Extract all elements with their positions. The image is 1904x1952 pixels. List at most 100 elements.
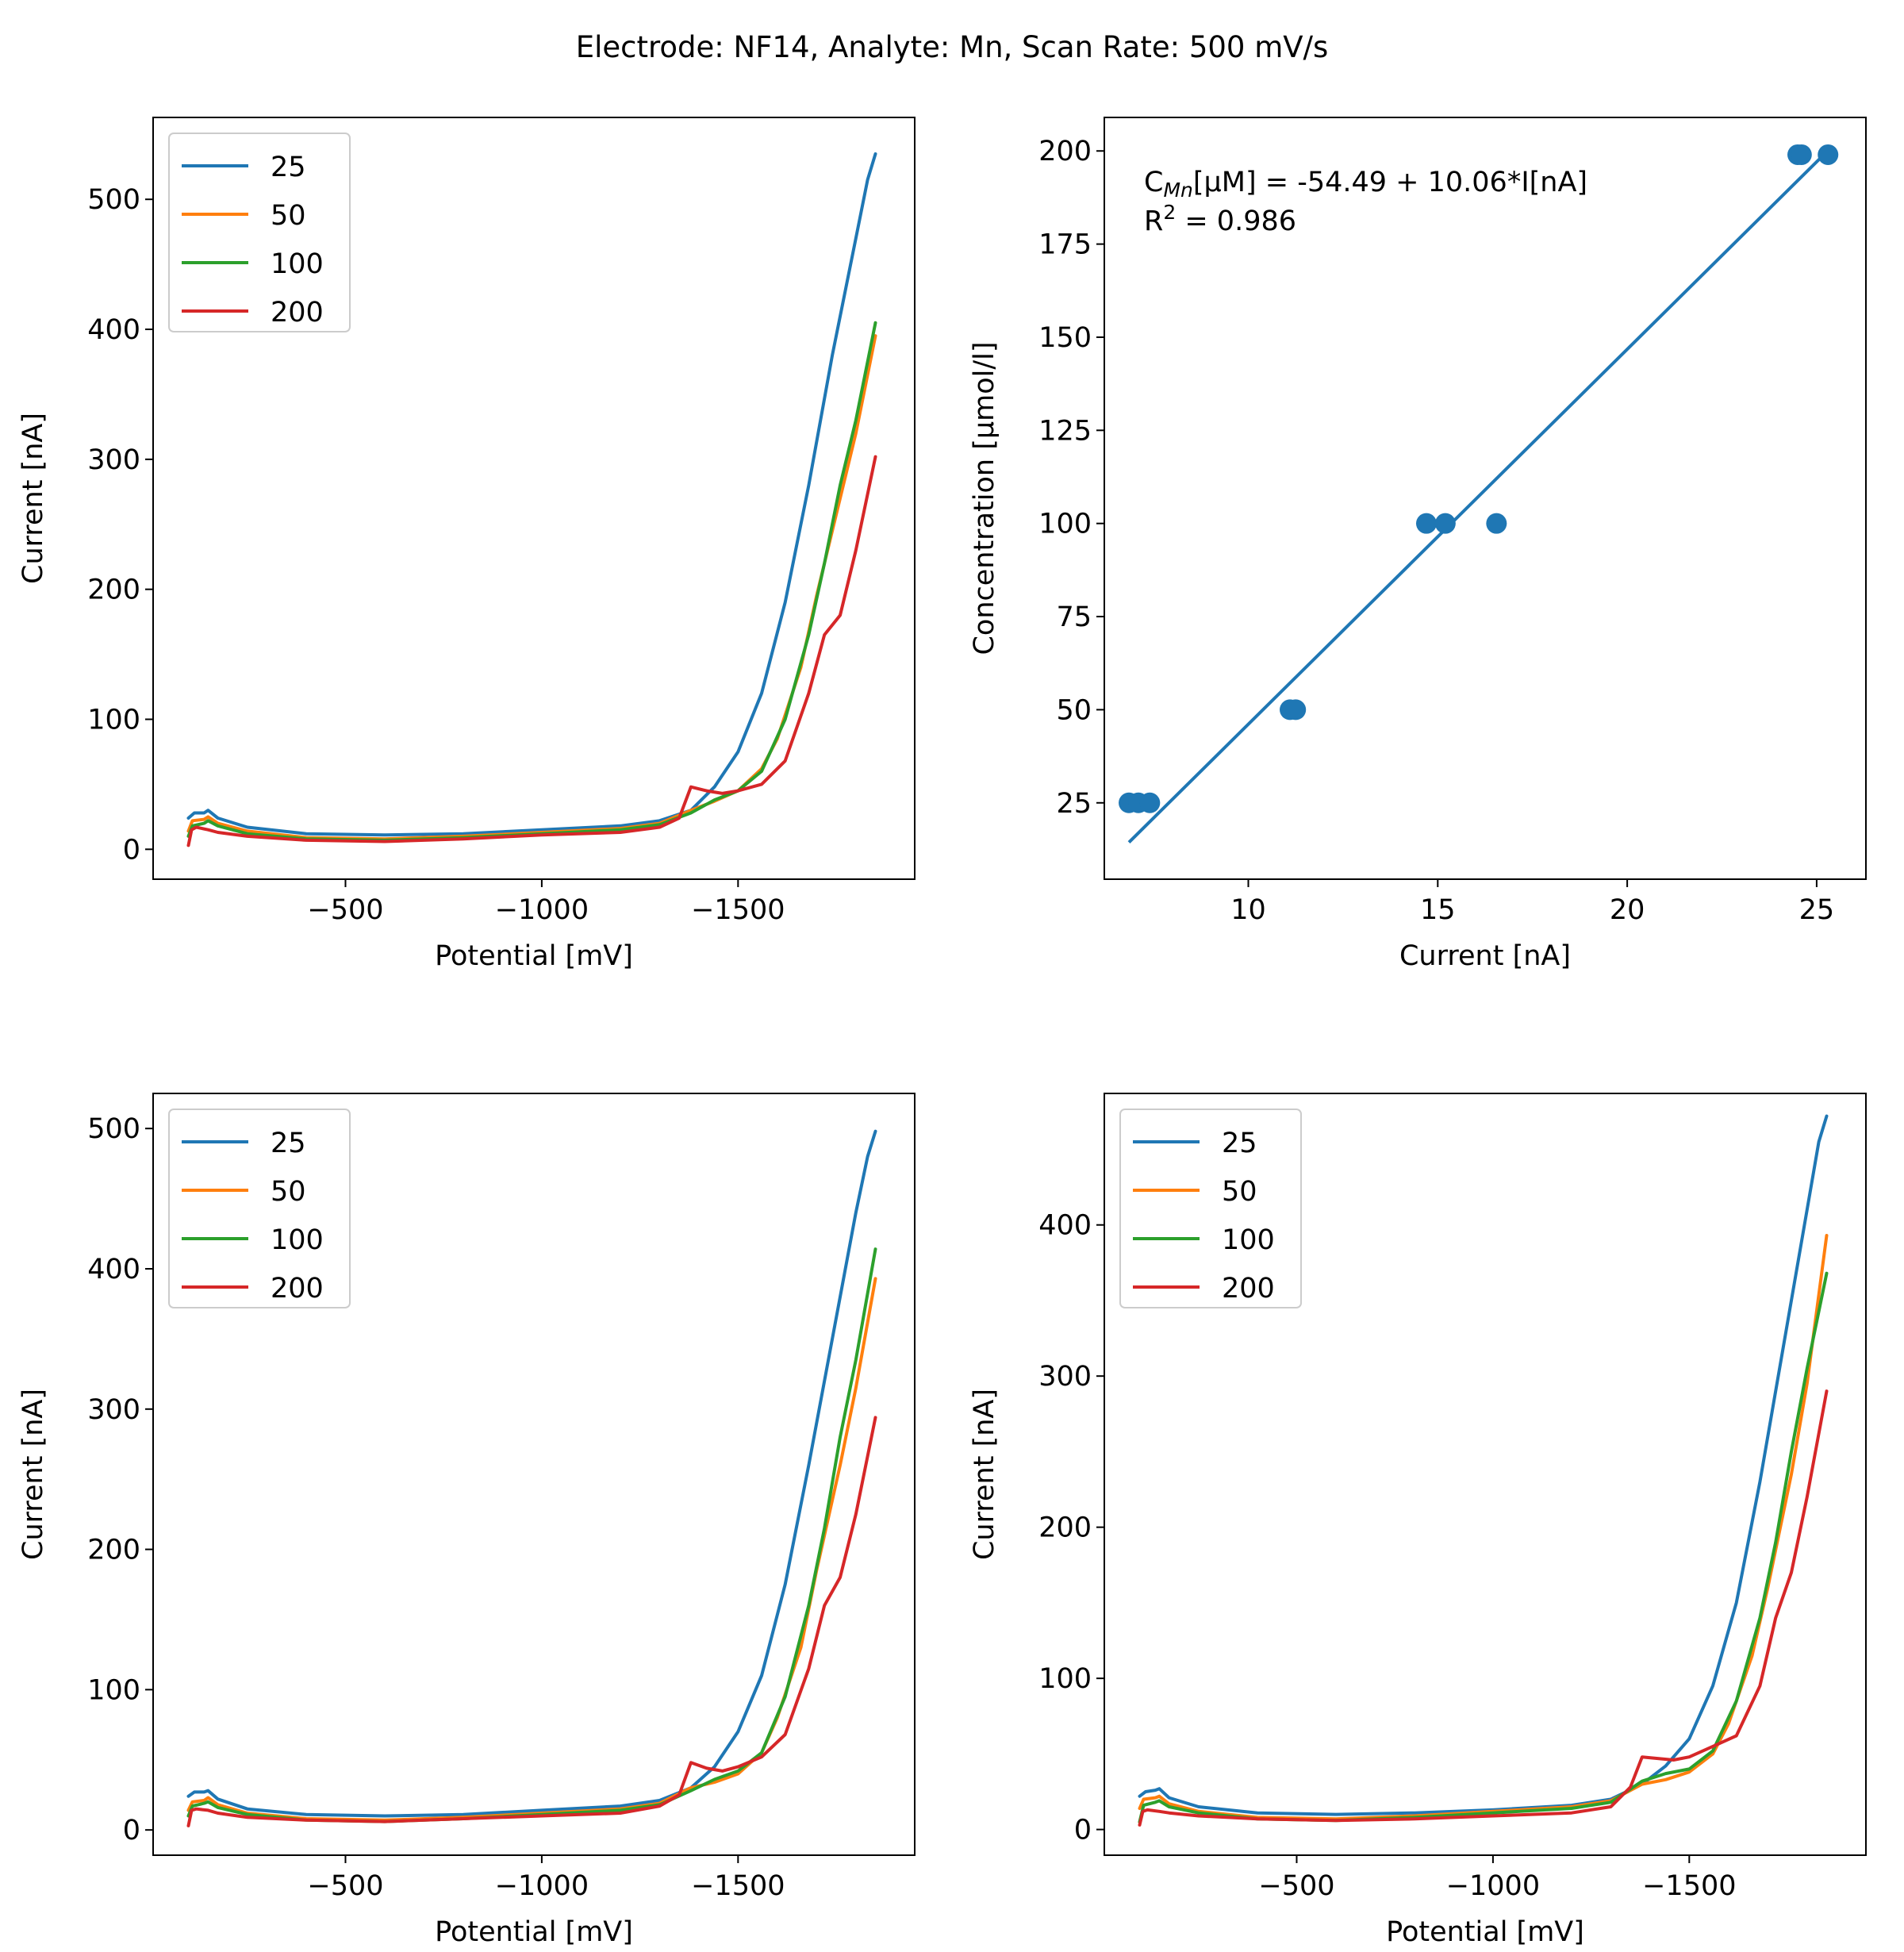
legend-label-25: 25 <box>271 1128 306 1159</box>
y-axis-label: Concentration [μmol/l] <box>969 341 1000 655</box>
y-tick-label: 300 <box>87 1394 140 1426</box>
legend-label-50: 50 <box>271 200 306 232</box>
r2-superscript: 2 <box>1163 201 1176 224</box>
r2-value: = 0.986 <box>1176 206 1296 237</box>
plot-area <box>186 1129 877 1827</box>
fit-line <box>1127 153 1825 843</box>
x-tick-label: −1000 <box>495 1870 589 1902</box>
equation-c: C <box>1144 167 1163 198</box>
r2-r: R <box>1144 206 1163 237</box>
y-tick-label: 150 <box>1038 322 1092 354</box>
y-tick-label: 500 <box>87 1113 140 1145</box>
panel-bottom-left: −500 −1000 −1500 0 100 200 300 400 500 Potential … <box>17 1093 916 1948</box>
y-tick-label: 100 <box>1038 509 1092 540</box>
x-tick-label: −500 <box>1258 1870 1334 1902</box>
y-tick-label: 0 <box>123 834 140 866</box>
plot-area <box>186 152 877 847</box>
series-line-200 <box>186 455 877 847</box>
equation-subscript: Mn <box>1163 179 1192 202</box>
x-tick-label: −1500 <box>691 1870 785 1902</box>
y-tick-label: 100 <box>1038 1663 1092 1695</box>
equation-annotation: CMn[μM] = -54.49 + 10.06*I[nA] <box>1144 167 1587 202</box>
x-axis-label: Potential [mV] <box>435 1916 633 1948</box>
y-tick-label: 400 <box>87 1254 140 1285</box>
y-tick-label: 300 <box>87 444 140 476</box>
series-line-50 <box>186 334 877 841</box>
legend-label-100: 100 <box>271 248 324 280</box>
legend-label-200: 200 <box>271 297 324 329</box>
legend: 25 50 100 200 <box>168 133 351 332</box>
y-tick-label: 200 <box>87 1535 140 1566</box>
data-point <box>1818 144 1839 165</box>
legend: 25 50 100 200 <box>168 1109 351 1308</box>
panel-bottom-right: −500 −1000 −1500 0 100 200 300 400 Potential [mV… <box>969 1093 1867 1948</box>
legend-frame <box>1119 1109 1302 1308</box>
x-tick-label: −500 <box>307 894 383 926</box>
y-axis-label: Current [nA] <box>17 413 49 584</box>
x-tick-label: 25 <box>1799 894 1835 926</box>
axes-frame <box>152 117 916 880</box>
panel-top-right: 10 15 20 25 25 50 75 100 125 150 175 200 Current [nA… <box>969 117 1867 972</box>
series-line-100 <box>1138 1271 1829 1824</box>
legend-label-100: 100 <box>271 1224 324 1256</box>
y-tick-label: 0 <box>123 1815 140 1846</box>
x-tick-label: −500 <box>307 1870 383 1902</box>
x-tick-label: −1500 <box>691 894 785 926</box>
y-tick-label: 200 <box>87 574 140 606</box>
y-tick-label: 100 <box>87 704 140 736</box>
y-axis-label: Current [nA] <box>17 1389 49 1560</box>
plot-area <box>1119 144 1839 843</box>
data-point <box>1415 513 1437 534</box>
data-point <box>1285 699 1307 720</box>
y-tick-label: 75 <box>1056 601 1092 633</box>
y-tick-label: 400 <box>87 314 140 346</box>
x-tick-label: −1000 <box>495 894 589 926</box>
legend-frame <box>168 133 351 332</box>
series-line-200 <box>186 1416 877 1827</box>
y-tick-label: 50 <box>1056 694 1092 726</box>
legend-label-50: 50 <box>271 1176 306 1208</box>
axes-frame <box>1104 1093 1867 1856</box>
legend-frame <box>168 1109 351 1308</box>
series-line-25 <box>186 1129 877 1818</box>
legend-label-200: 200 <box>271 1273 324 1305</box>
panel-top-left: −500 −1000 −1500 0 100 200 300 400 500 Potential … <box>17 117 916 972</box>
y-tick-label: 200 <box>1038 1512 1092 1544</box>
series-line-100 <box>186 1247 877 1823</box>
x-tick-label: −1500 <box>1642 1870 1736 1902</box>
axes-frame <box>1104 117 1867 880</box>
figure-title: Electrode: NF14, Analyte: Mn, Scan Rate:… <box>575 30 1329 64</box>
y-tick-label: 300 <box>1038 1361 1092 1393</box>
x-axis-label: Potential [mV] <box>435 940 633 972</box>
series-line-50 <box>186 1277 877 1822</box>
series-line-100 <box>186 321 877 842</box>
x-axis-label: Current [nA] <box>1399 940 1571 972</box>
data-point <box>1434 513 1456 534</box>
plot-area <box>1138 1114 1829 1827</box>
y-tick-label: 500 <box>87 184 140 216</box>
equation-rest: [μM] = -54.49 + 10.06*I[nA] <box>1193 167 1587 198</box>
axes-frame <box>152 1093 916 1856</box>
series-line-200 <box>1138 1389 1829 1827</box>
legend-label-100: 100 <box>1222 1224 1275 1256</box>
data-point <box>1139 792 1161 813</box>
x-tick-label: −1000 <box>1446 1870 1540 1902</box>
y-tick-label: 25 <box>1056 788 1092 820</box>
x-axis-label: Potential [mV] <box>1386 1916 1584 1948</box>
legend-label-50: 50 <box>1222 1176 1257 1208</box>
y-tick-label: 100 <box>87 1674 140 1706</box>
y-axis-label: Current [nA] <box>969 1389 1000 1560</box>
legend-label-200: 200 <box>1222 1273 1275 1305</box>
x-tick-label: 10 <box>1230 894 1266 926</box>
y-tick-label: 200 <box>1038 136 1092 167</box>
legend-label-25: 25 <box>1222 1128 1257 1159</box>
x-tick-label: 15 <box>1420 894 1456 926</box>
y-tick-label: 0 <box>1074 1815 1092 1846</box>
data-point <box>1791 144 1812 165</box>
y-tick-label: 125 <box>1038 415 1092 447</box>
series-line-25 <box>186 152 877 837</box>
x-tick-label: 20 <box>1610 894 1645 926</box>
legend-label-25: 25 <box>271 152 306 183</box>
